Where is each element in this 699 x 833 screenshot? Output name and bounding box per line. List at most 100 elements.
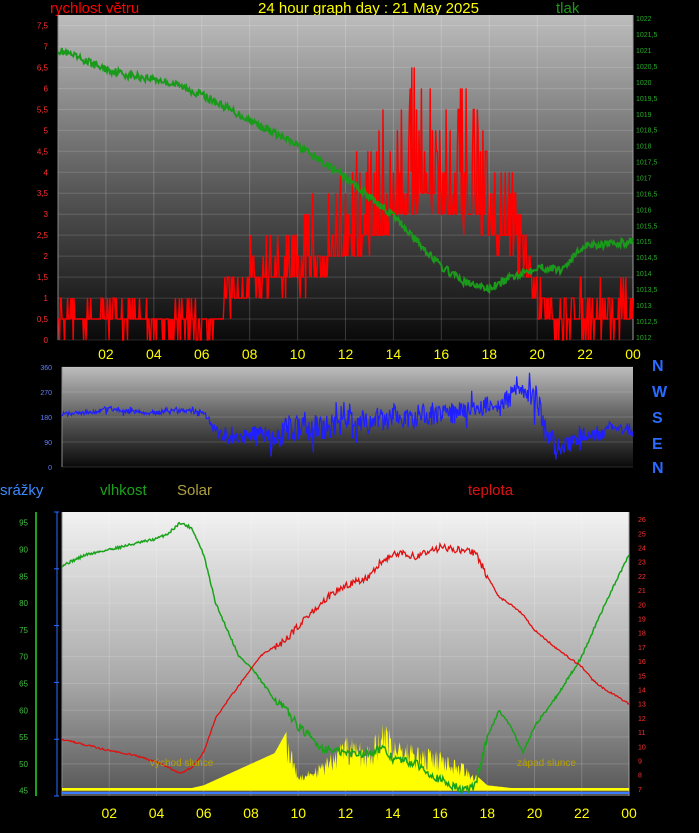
humidity-y-tick-label: 65 [19, 679, 28, 688]
wind-y-tick-label: 4 [44, 168, 49, 177]
x-tick-label: 06 [196, 805, 212, 821]
temperature-label: teplota [468, 482, 514, 499]
wind-y-tick-label: 4,5 [37, 147, 49, 156]
wind-y-tick-label: 6,5 [37, 63, 49, 72]
pressure-y-tick-label: 1016,5 [636, 191, 658, 198]
wind-y-tick-label: 6 [44, 84, 49, 93]
wind-y-tick-label: 7,5 [37, 21, 49, 30]
wind-y-tick-label: 0 [44, 336, 49, 345]
pressure-y-tick-label: 1019,5 [636, 96, 658, 103]
x-tick-label: 02 [101, 805, 117, 821]
x-tick-label: 08 [243, 805, 259, 821]
x-tick-label: 06 [194, 346, 210, 362]
temperature-y-tick-label: 26 [638, 517, 646, 524]
temperature-y-tick-label: 15 [638, 673, 646, 680]
direction-y-tick-label: 180 [40, 415, 52, 422]
pressure-y-tick-label: 1017 [636, 176, 652, 183]
direction-n2-label: N [652, 460, 664, 477]
pressure-y-tick-label: 1012,5 [636, 319, 658, 326]
x-tick-label: 20 [529, 346, 545, 362]
x-tick-label: 04 [146, 346, 162, 362]
x-tick-label: 04 [149, 805, 165, 821]
temperature-y-tick-label: 8 [638, 773, 642, 780]
x-tick-label: 08 [242, 346, 258, 362]
temperature-line [61, 541, 630, 775]
temperature-y-tick-label: 7 [638, 787, 642, 794]
pressure-y-tick-label: 1018,5 [636, 128, 658, 135]
direction-y-tick-label: 0 [48, 465, 52, 472]
temperature-y-tick-label: 17 [638, 645, 646, 652]
pressure-y-tick-label: 1020 [636, 80, 652, 87]
x-tick-label: 10 [290, 346, 306, 362]
wind-speed-label: rychlost větru [50, 0, 140, 17]
direction-w-label: W [652, 384, 668, 401]
x-tick-label: 14 [386, 346, 402, 362]
wind-y-tick-label: 3 [44, 210, 49, 219]
x-tick-label: 18 [481, 346, 497, 362]
temperature-y-tick-label: 12 [638, 716, 646, 723]
x-tick-label: 18 [479, 805, 495, 821]
pressure-y-tick-label: 1018 [636, 144, 652, 151]
temperature-y-tick-label: 21 [638, 588, 646, 595]
temperature-y-tick-label: 22 [638, 574, 646, 581]
pressure-y-tick-label: 1014,5 [636, 255, 658, 262]
pressure-y-tick-label: 1012 [636, 335, 652, 342]
temperature-y-tick-label: 23 [638, 560, 646, 567]
humidity-y-tick-label: 50 [19, 760, 28, 769]
x-tick-label: 00 [621, 805, 637, 821]
temperature-y-tick-label: 13 [638, 702, 646, 709]
direction-y-tick-label: 270 [40, 390, 52, 397]
chart-title: 24 hour graph day : 21 May 2025 [258, 0, 479, 17]
x-tick-label: 20 [527, 805, 543, 821]
rain-label: srážky [0, 482, 44, 499]
humidity-y-tick-label: 45 [19, 787, 28, 796]
pressure-y-tick-label: 1021,5 [636, 32, 658, 39]
x-tick-label: 00 [625, 346, 641, 362]
pressure-y-tick-label: 1022 [636, 16, 652, 23]
wind-y-tick-label: 2,5 [37, 231, 49, 240]
pressure-y-tick-label: 1021 [636, 48, 652, 55]
pressure-y-tick-label: 1016 [636, 207, 652, 214]
wind-y-tick-label: 0,5 [37, 315, 49, 324]
direction-s-label: S [652, 410, 663, 427]
pressure-label: tlak [556, 0, 580, 17]
direction-n-label: N [652, 358, 664, 375]
humidity-y-tick-label: 55 [19, 733, 28, 742]
temperature-y-tick-label: 16 [638, 659, 646, 666]
wind-speed-line [58, 67, 634, 341]
x-tick-label: 16 [434, 346, 450, 362]
x-tick-label: 12 [338, 346, 354, 362]
temperature-y-tick-label: 24 [638, 546, 646, 553]
pressure-y-tick-label: 1013,5 [636, 287, 658, 294]
humidity-y-tick-label: 75 [19, 626, 28, 635]
pressure-y-tick-label: 1013 [636, 303, 652, 310]
wind-y-tick-label: 1,5 [37, 273, 49, 282]
humidity-y-tick-label: 90 [19, 546, 28, 555]
pressure-y-tick-label: 1015 [636, 239, 652, 246]
wind-y-tick-label: 3,5 [37, 189, 49, 198]
temperature-y-tick-label: 10 [638, 744, 646, 751]
x-tick-label: 14 [385, 805, 401, 821]
humidity-y-tick-label: 95 [19, 519, 28, 528]
wind-y-tick-label: 2 [44, 252, 49, 261]
humidity-y-tick-label: 80 [19, 599, 28, 608]
pressure-y-tick-label: 1020,5 [636, 64, 658, 71]
wind-y-tick-label: 5 [44, 126, 49, 135]
x-tick-label: 22 [574, 805, 590, 821]
pressure-y-tick-label: 1019 [636, 112, 652, 119]
pressure-y-tick-label: 1017,5 [636, 160, 658, 167]
temperature-y-tick-label: 25 [638, 531, 646, 538]
temperature-y-tick-label: 14 [638, 688, 646, 695]
sunset-annotation: západ slunce [517, 758, 576, 769]
pressure-y-tick-label: 1015,5 [636, 223, 658, 230]
wind-y-tick-label: 1 [44, 294, 49, 303]
wind-direction-line [61, 372, 634, 460]
humidity-label: vlhkost [100, 482, 147, 499]
wind-y-tick-label: 5,5 [37, 105, 49, 114]
direction-y-tick-label: 90 [44, 440, 52, 447]
temperature-y-tick-label: 18 [638, 631, 646, 638]
solar-label: Solar [177, 482, 213, 499]
x-tick-label: 10 [290, 805, 306, 821]
pressure-line [57, 47, 634, 294]
